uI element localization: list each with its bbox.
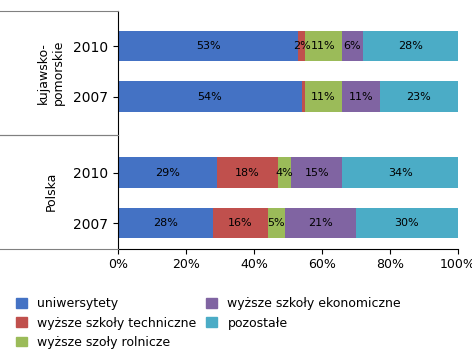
Bar <box>291 157 342 188</box>
Bar <box>118 82 302 112</box>
Bar <box>118 157 217 188</box>
Text: kujawsko-
pomorskie: kujawsko- pomorskie <box>37 40 65 105</box>
Text: 23%: 23% <box>406 92 431 102</box>
Bar <box>362 31 458 61</box>
Text: 29%: 29% <box>155 168 180 178</box>
Bar <box>305 82 342 112</box>
Bar <box>268 208 285 238</box>
Text: 18%: 18% <box>235 168 260 178</box>
Text: 11%: 11% <box>349 92 373 102</box>
Text: 53%: 53% <box>196 41 220 51</box>
Bar <box>213 208 268 238</box>
Text: 5%: 5% <box>267 218 285 228</box>
Text: Polska: Polska <box>44 172 58 211</box>
Bar <box>118 208 213 238</box>
Bar <box>285 208 356 238</box>
Bar <box>379 82 458 112</box>
Text: 11%: 11% <box>312 41 336 51</box>
Bar <box>342 82 379 112</box>
Bar <box>356 208 458 238</box>
Text: 21%: 21% <box>308 218 333 228</box>
Text: 54%: 54% <box>197 92 222 102</box>
Bar <box>305 31 342 61</box>
Text: 11%: 11% <box>312 92 336 102</box>
Bar <box>217 157 278 188</box>
Bar <box>342 31 362 61</box>
Text: 34%: 34% <box>388 168 413 178</box>
Bar <box>302 82 305 112</box>
Bar <box>278 157 291 188</box>
Text: 30%: 30% <box>395 218 419 228</box>
Text: 28%: 28% <box>398 41 423 51</box>
Text: 16%: 16% <box>228 218 253 228</box>
Text: 6%: 6% <box>344 41 361 51</box>
Legend: uniwersytety, wyższe szkoły techniczne, wyższe szoły rolnicze, wyższe szkoły eko: uniwersytety, wyższe szkoły techniczne, … <box>16 297 401 349</box>
Text: 28%: 28% <box>153 218 178 228</box>
Text: 4%: 4% <box>276 168 294 178</box>
Bar <box>118 31 298 61</box>
Bar <box>342 157 458 188</box>
Text: 2%: 2% <box>293 41 311 51</box>
Text: 15%: 15% <box>304 168 329 178</box>
Bar <box>298 31 305 61</box>
